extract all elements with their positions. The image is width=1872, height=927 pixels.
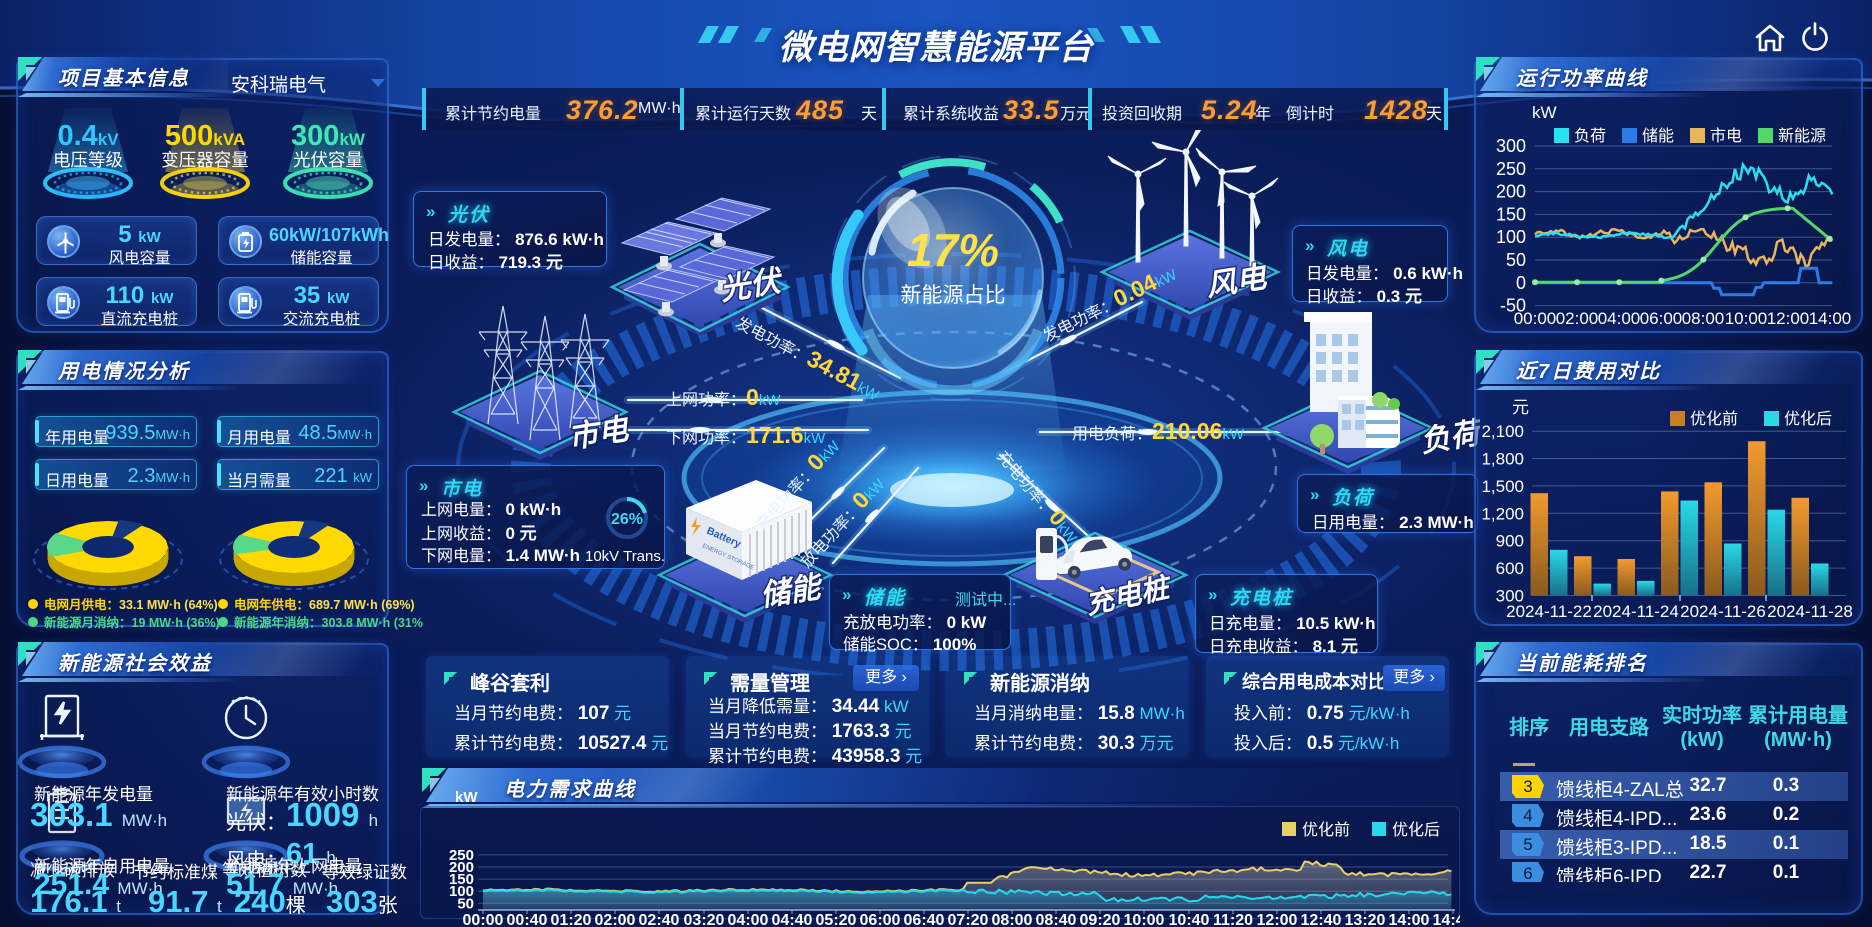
svg-text:2024-11-28: 2024-11-28 <box>1767 602 1853 621</box>
svg-text:2024-11-24: 2024-11-24 <box>1593 602 1679 621</box>
svg-text:00:40: 00:40 <box>507 912 548 926</box>
svg-text:26%: 26% <box>611 511 643 528</box>
svg-text:0: 0 <box>1516 273 1526 293</box>
svg-text:2024-11-22: 2024-11-22 <box>1506 602 1592 621</box>
svg-text:08:40: 08:40 <box>1036 912 1077 926</box>
svg-text:150: 150 <box>449 871 474 888</box>
svg-text:08:00: 08:00 <box>1682 309 1725 328</box>
svg-text:14:00: 14:00 <box>1389 912 1430 926</box>
svg-text:04:40: 04:40 <box>772 912 813 926</box>
svg-text:17%: 17% <box>907 224 999 276</box>
svg-text:06:00: 06:00 <box>860 912 901 926</box>
svg-text:00:00: 00:00 <box>1514 309 1557 328</box>
svg-text:储能: 储能 <box>1642 127 1674 145</box>
svg-text:12:00: 12:00 <box>1767 309 1810 328</box>
svg-text:300: 300 <box>1496 136 1526 156</box>
svg-text:优化前: 优化前 <box>1302 821 1350 839</box>
svg-text:1,200: 1,200 <box>1481 504 1524 523</box>
svg-text:300: 300 <box>1496 587 1524 606</box>
svg-text:优化后: 优化后 <box>1784 410 1832 428</box>
svg-text:14:40: 14:40 <box>1433 912 1460 926</box>
svg-text:11:20: 11:20 <box>1213 912 1253 926</box>
svg-text:14:00: 14:00 <box>1809 309 1852 328</box>
svg-text:07:20: 07:20 <box>948 912 989 926</box>
svg-text:13:20: 13:20 <box>1345 912 1386 926</box>
svg-text:05:20: 05:20 <box>816 912 857 926</box>
svg-text:150: 150 <box>1496 204 1526 224</box>
svg-text:12:40: 12:40 <box>1301 912 1342 926</box>
svg-text:250: 250 <box>449 847 474 864</box>
svg-text:kW: kW <box>1532 103 1557 122</box>
svg-text:600: 600 <box>1496 559 1524 578</box>
svg-text:优化前: 优化前 <box>1690 410 1738 428</box>
svg-text:新能源占比: 新能源占比 <box>901 284 1006 307</box>
svg-text:06:00: 06:00 <box>1640 309 1683 328</box>
svg-text:2024-11-26: 2024-11-26 <box>1680 602 1766 621</box>
svg-text:200: 200 <box>449 859 474 876</box>
svg-text:02:00: 02:00 <box>1556 309 1599 328</box>
svg-text:08:00: 08:00 <box>992 912 1033 926</box>
svg-text:04:00: 04:00 <box>728 912 769 926</box>
svg-text:900: 900 <box>1496 532 1524 551</box>
svg-text:01:20: 01:20 <box>551 912 592 926</box>
svg-text:09:20: 09:20 <box>1080 912 1121 926</box>
svg-text:负荷: 负荷 <box>1418 416 1480 459</box>
svg-text:03:20: 03:20 <box>684 912 725 926</box>
svg-text:200: 200 <box>1496 182 1526 202</box>
svg-text:-50: -50 <box>1500 296 1526 316</box>
svg-text:250: 250 <box>1496 159 1526 179</box>
svg-text:50: 50 <box>457 895 474 912</box>
svg-text:新能源: 新能源 <box>1778 127 1826 145</box>
svg-text:02:00: 02:00 <box>595 912 636 926</box>
svg-text:2,100: 2,100 <box>1481 422 1524 441</box>
svg-text:10:00: 10:00 <box>1725 309 1768 328</box>
svg-text:10:40: 10:40 <box>1169 912 1210 926</box>
svg-text:100: 100 <box>449 883 474 900</box>
svg-text:负荷: 负荷 <box>1574 127 1606 145</box>
svg-text:04:00: 04:00 <box>1598 309 1641 328</box>
svg-text:00:00: 00:00 <box>463 912 504 926</box>
svg-text:50: 50 <box>1506 250 1526 270</box>
svg-text:02:40: 02:40 <box>639 912 680 926</box>
svg-text:100: 100 <box>1496 227 1526 247</box>
svg-text:市电: 市电 <box>1710 127 1742 145</box>
svg-text:元: 元 <box>1512 398 1529 417</box>
svg-text:06:40: 06:40 <box>904 912 945 926</box>
svg-text:优化后: 优化后 <box>1392 821 1440 839</box>
svg-text:1,800: 1,800 <box>1481 450 1524 469</box>
svg-text:12:00: 12:00 <box>1257 912 1298 926</box>
svg-text:1,500: 1,500 <box>1481 477 1524 496</box>
svg-text:10:00: 10:00 <box>1124 912 1165 926</box>
